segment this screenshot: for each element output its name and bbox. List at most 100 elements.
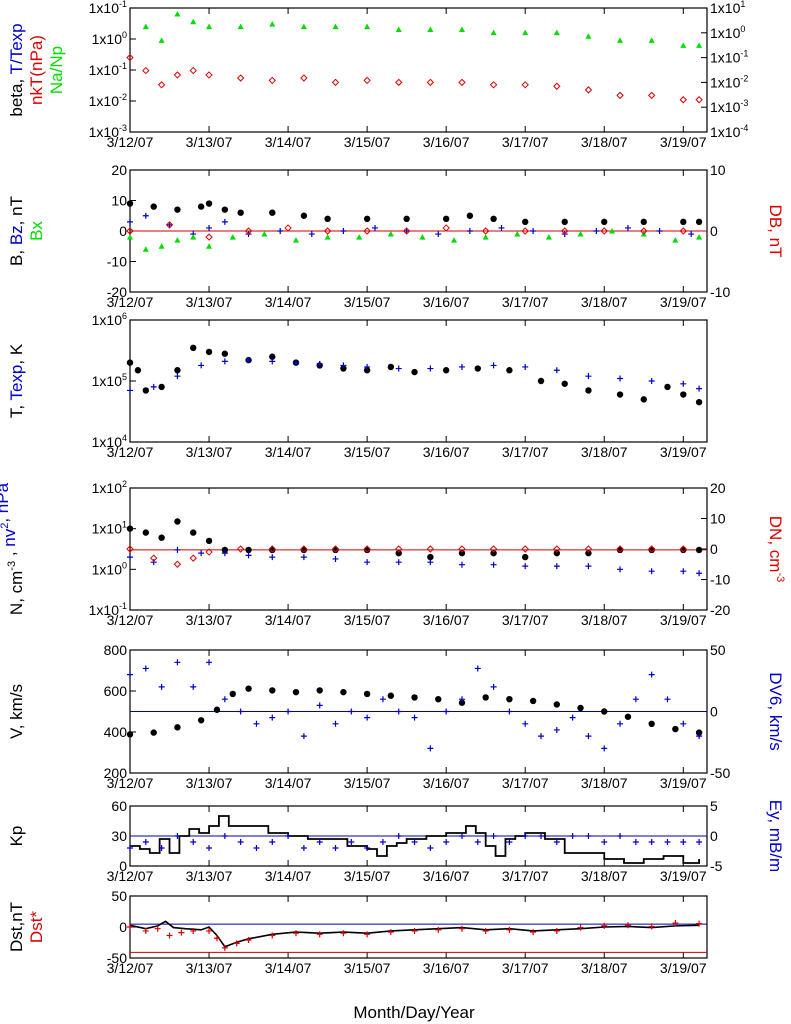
x-tick-label: 3/16/07 (423, 775, 470, 791)
point-Texp-7 (292, 359, 299, 366)
point-Ey-23 (490, 833, 497, 839)
point-DV6-29 (585, 733, 592, 740)
point-DV6-20 (443, 708, 450, 715)
x-tick-label: 3/16/07 (423, 294, 470, 310)
right-y-tick-label: 1x101 (710, 0, 745, 16)
point-N-17 (553, 549, 561, 557)
x-tick-label: 3/12/07 (107, 294, 154, 310)
left-y-tick-label: 1x100 (92, 560, 127, 577)
left-axis-title-1: B, Bz, nT (7, 196, 26, 266)
point-nv2-9 (364, 559, 371, 566)
point-T-21 (585, 387, 592, 394)
right-y-tick-label: 5 (710, 798, 718, 814)
point-N-0 (126, 525, 134, 532)
point-N-14 (458, 549, 466, 557)
left-y-tick-label: -10 (107, 254, 127, 270)
point-T-6 (205, 348, 213, 356)
point-Ey-22 (474, 839, 481, 845)
point-Dst_star-9 (233, 940, 240, 947)
left-y-tick-label: 0 (119, 919, 127, 935)
left-y-tick-label: 1x102 (92, 479, 127, 496)
point-Ey-27 (553, 839, 560, 845)
point-V-24 (672, 725, 679, 733)
point-B-3 (197, 203, 205, 210)
point-Dst_star-14 (340, 930, 347, 937)
point-Ey-0 (127, 845, 133, 851)
x-tick-label: 3/18/07 (581, 134, 628, 150)
point-Bx-10 (356, 234, 363, 240)
point-Bz-19 (656, 228, 663, 234)
point-nkt-5 (205, 71, 213, 79)
point-V-6 (245, 685, 252, 692)
point-Ey-25 (522, 833, 529, 839)
left-y-tick-label: 1x10-2 (89, 92, 127, 109)
point-T-24 (664, 383, 671, 391)
x-tick-label: 3/17/07 (502, 612, 549, 628)
point-Dst_star-3 (166, 932, 173, 939)
point-nv2-3 (198, 550, 205, 557)
left-y-tick-label: -20 (107, 284, 127, 300)
left-y-tick-label: 1x100 (92, 30, 127, 47)
x-tick-label: 3/19/07 (660, 868, 707, 884)
point-DV6-16 (379, 696, 386, 703)
point-T-14 (387, 363, 395, 371)
right-axis-title-1: DN, cm-3 (766, 516, 786, 582)
point-Ey-15 (364, 845, 371, 851)
point-DN-19 (679, 545, 687, 553)
point-N-13 (427, 553, 434, 561)
x-tick-label: 3/17/07 (502, 960, 549, 976)
point-V-12 (387, 692, 395, 699)
point-nkt-15 (521, 81, 529, 89)
point-DV6-31 (617, 720, 624, 727)
point-DV6-34 (664, 696, 671, 703)
x-tick-label: 3/15/07 (344, 612, 391, 628)
point-Dst_star-23 (553, 927, 560, 934)
point-V-14 (435, 696, 442, 703)
point-B-19 (680, 218, 687, 226)
point-DN-10 (395, 545, 403, 553)
point-DV6-33 (648, 671, 655, 678)
point-nv2-20 (696, 570, 703, 577)
point-nv2-14 (522, 563, 529, 570)
x-tick-label: 3/13/07 (186, 960, 233, 976)
point-DN-15 (553, 545, 561, 553)
point-na_np-1 (142, 23, 149, 30)
point-nkt-16 (553, 82, 561, 90)
x-tick-label: 3/12/07 (107, 960, 154, 976)
point-B-7 (269, 209, 276, 216)
point-nv2-6 (269, 554, 276, 561)
point-B-18 (640, 218, 647, 226)
point-Ey-32 (632, 839, 639, 845)
point-na_np-6 (237, 23, 244, 30)
point-N-5 (205, 537, 213, 545)
x-tick-label: 3/16/07 (423, 444, 470, 460)
point-V-9 (316, 687, 323, 694)
point-N-9 (300, 546, 308, 554)
point-N-6 (221, 546, 229, 554)
point-DV6-19 (427, 745, 434, 752)
point-nkt-10 (363, 76, 371, 85)
left-axis-title-2: Bx (27, 221, 46, 241)
point-T-2 (142, 387, 150, 394)
point-Dst_star-16 (387, 929, 394, 936)
x-tick-label: 3/18/07 (581, 444, 628, 460)
point-Texp-11 (395, 365, 402, 372)
point-T-18 (506, 367, 513, 374)
series-Kp (130, 815, 700, 864)
right-y-tick-label: 50 (710, 642, 726, 658)
point-Ey-20 (443, 839, 450, 845)
point-Texp-15 (522, 363, 529, 370)
point-V-2 (174, 724, 181, 731)
point-DV6-30 (601, 745, 608, 752)
point-na_np-16 (553, 29, 560, 36)
x-tick-label: 3/17/07 (502, 134, 549, 150)
left-axis-title-3: Na/Np (47, 46, 66, 94)
x-tick-label: 3/16/07 (423, 868, 470, 884)
point-na_np-13 (458, 26, 465, 33)
point-Texp-2 (174, 373, 181, 380)
point-DV6-9 (269, 714, 276, 721)
point-Texp-19 (648, 378, 655, 384)
point-N-1 (142, 529, 150, 536)
x-tick-label: 3/13/07 (186, 134, 233, 150)
point-N-21 (680, 546, 687, 554)
